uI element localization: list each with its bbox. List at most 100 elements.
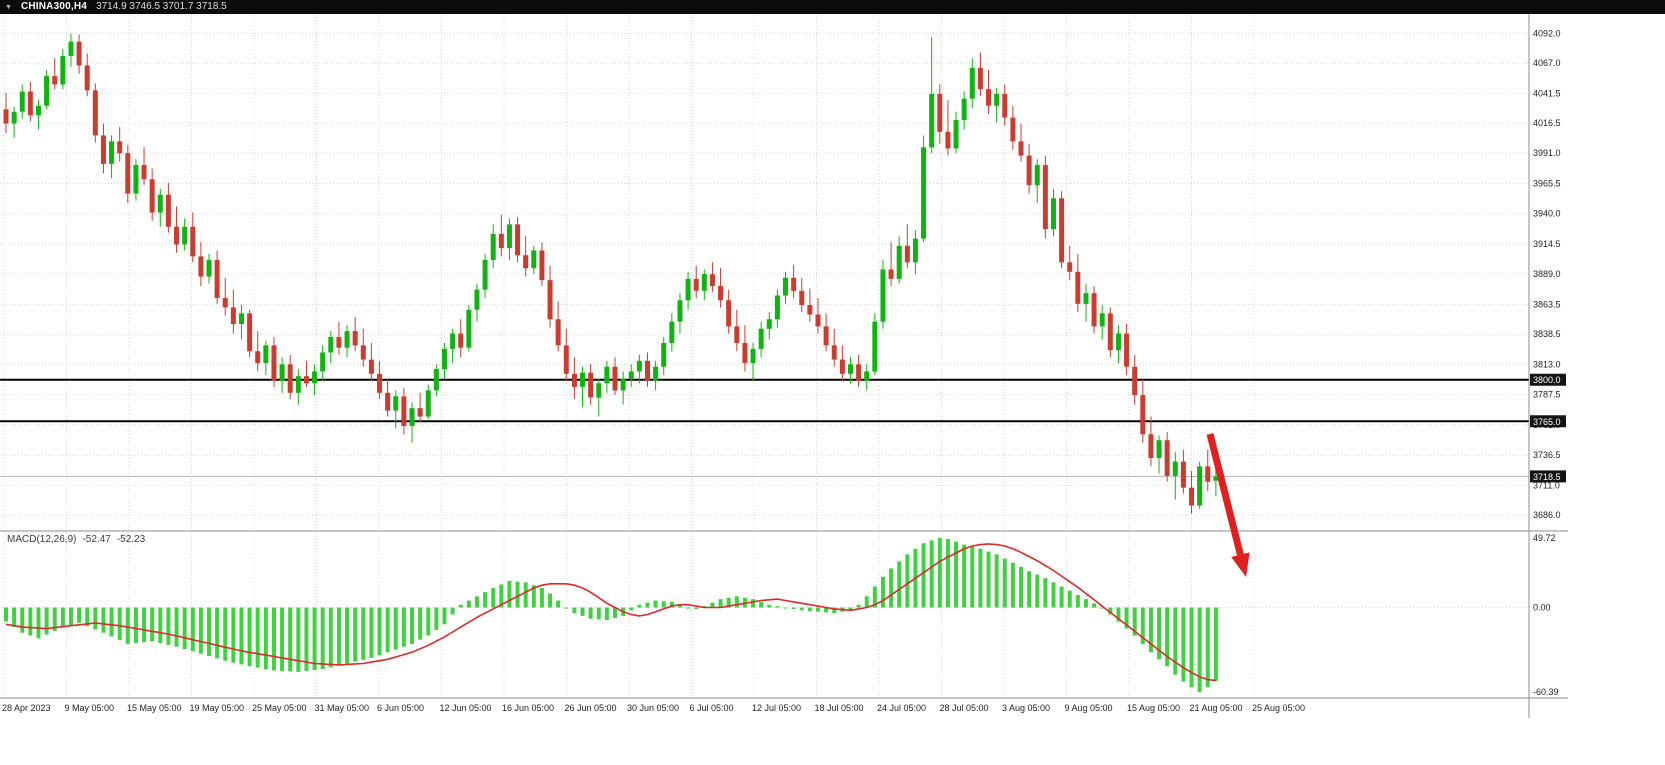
macd-histogram-bar [734, 596, 739, 608]
candle-body [685, 278, 691, 301]
macd-histogram-bar [20, 607, 25, 633]
time-axis-label: 12 Jun 05:00 [440, 703, 492, 713]
candle-body [92, 90, 98, 136]
price-axis-label: 3991.0 [1533, 148, 1561, 158]
candle-body [133, 165, 139, 194]
macd-histogram-bar [1043, 578, 1048, 608]
macd-histogram-bar [280, 607, 285, 671]
candle-body [1067, 262, 1073, 272]
candle-body [523, 255, 529, 269]
candle-body [669, 321, 675, 343]
price-tag-label: 3765.0 [1533, 417, 1561, 427]
macd-histogram-bar [101, 607, 106, 633]
macd-histogram-bar [117, 607, 122, 641]
candle-body [904, 245, 910, 263]
time-axis[interactable]: 28 Apr 2023 9 May 05:00 15 May 05:00 19 May… [2, 703, 1305, 713]
candle-body [482, 259, 488, 290]
price-axis-label: 3889.0 [1533, 269, 1561, 279]
candle-body [921, 147, 927, 239]
macd-histogram-bar [190, 607, 195, 652]
macd-histogram-bar [377, 607, 382, 656]
candle-body [547, 280, 553, 320]
candle-body [425, 390, 431, 417]
macd-histogram-bar [474, 596, 479, 608]
macd-axis-label: 49.72 [1533, 533, 1556, 543]
time-axis-label: 21 Aug 05:00 [1190, 703, 1243, 713]
symbol-dropdown-icon[interactable]: ▼ [5, 4, 12, 11]
price-gridlines [0, 32, 1529, 516]
candle-body [149, 179, 155, 213]
macd-histogram-bar [450, 607, 455, 615]
candle-body [1172, 461, 1178, 476]
trend-arrow-shaft[interactable] [1206, 433, 1244, 556]
candle-body [644, 360, 650, 381]
macd-histogram-bar [393, 607, 398, 650]
candle-body [263, 345, 269, 364]
macd-histogram-bar [613, 607, 617, 619]
candle-body [206, 259, 212, 277]
macd-histogram-bar [207, 607, 211, 657]
macd-histogram-bar [596, 607, 601, 620]
candle-body [726, 300, 732, 327]
candle-body [515, 224, 521, 256]
candle-body [238, 313, 244, 324]
candle-body [174, 226, 180, 245]
macd-histogram-bar [247, 607, 252, 667]
candle-body [783, 277, 789, 296]
candle-body [937, 93, 943, 132]
macd-histogram-bar [1092, 603, 1097, 608]
macd-histogram-bar [328, 607, 333, 668]
macd-histogram-bar [1181, 607, 1186, 682]
macd-axis[interactable]: 49.72 0.00 -60.39 [1533, 533, 1559, 697]
macd-histogram-bar [799, 607, 804, 611]
macd-histogram-bar [816, 607, 820, 612]
macd-histogram-bar [385, 607, 390, 653]
candle-body [636, 360, 642, 372]
macd-histogram-bar [921, 543, 926, 608]
time-axis-label: 16 Jun 05:00 [502, 703, 554, 713]
macd-histogram-bar [198, 607, 203, 654]
price-axis[interactable]: 4092.0 4067.0 4041.5 4016.5 3991.0 3965.5 3940… [1533, 28, 1561, 520]
trend-arrow[interactable] [1206, 433, 1250, 577]
candle-body [766, 319, 772, 329]
macd-histogram-bar [483, 592, 488, 608]
candle-body [1148, 434, 1154, 459]
macd-histogram-bar [345, 607, 350, 664]
candle-body [1156, 440, 1162, 459]
time-axis-label: 6 Jul 05:00 [690, 703, 734, 713]
candle-body [620, 378, 626, 391]
candle-body [498, 233, 504, 249]
macd-histogram-bar [36, 607, 41, 639]
candle-body [303, 376, 309, 384]
macd-histogram-bar [1002, 558, 1007, 608]
macd-histogram-bar [312, 607, 317, 671]
candle-body [531, 250, 537, 269]
macd-histogram-bar [1173, 607, 1178, 675]
candle-body [19, 91, 25, 112]
candle-body [295, 376, 301, 393]
candle-body [1042, 165, 1048, 230]
macd-histogram-bar [1059, 586, 1064, 608]
macd-histogram-bar [353, 607, 358, 662]
macd-histogram-bar [629, 607, 634, 611]
candle-body [1099, 313, 1105, 327]
macd-histogram-bar [767, 604, 772, 608]
candle-body [693, 278, 699, 291]
trend-arrow-head[interactable] [1231, 552, 1250, 577]
symbol-timeframe-label: CHINA300,H4 [20, 1, 88, 12]
macd-histogram-bar [1197, 607, 1202, 692]
macd-histogram-bar [401, 607, 406, 647]
candle-body [352, 331, 358, 346]
candle-body [450, 333, 456, 349]
time-axis-label: 12 Jul 05:00 [752, 703, 801, 713]
candle-body [222, 297, 228, 308]
candle-body [604, 366, 610, 384]
candle-body [35, 105, 41, 116]
candle-body [750, 348, 756, 364]
candle-body [831, 345, 837, 360]
price-axis-label: 4092.0 [1533, 28, 1561, 38]
macd-histogram-bar [1019, 566, 1023, 608]
price-axis-label: 3787.5 [1533, 390, 1561, 400]
horizontal-level-lines[interactable] [0, 378, 1529, 423]
